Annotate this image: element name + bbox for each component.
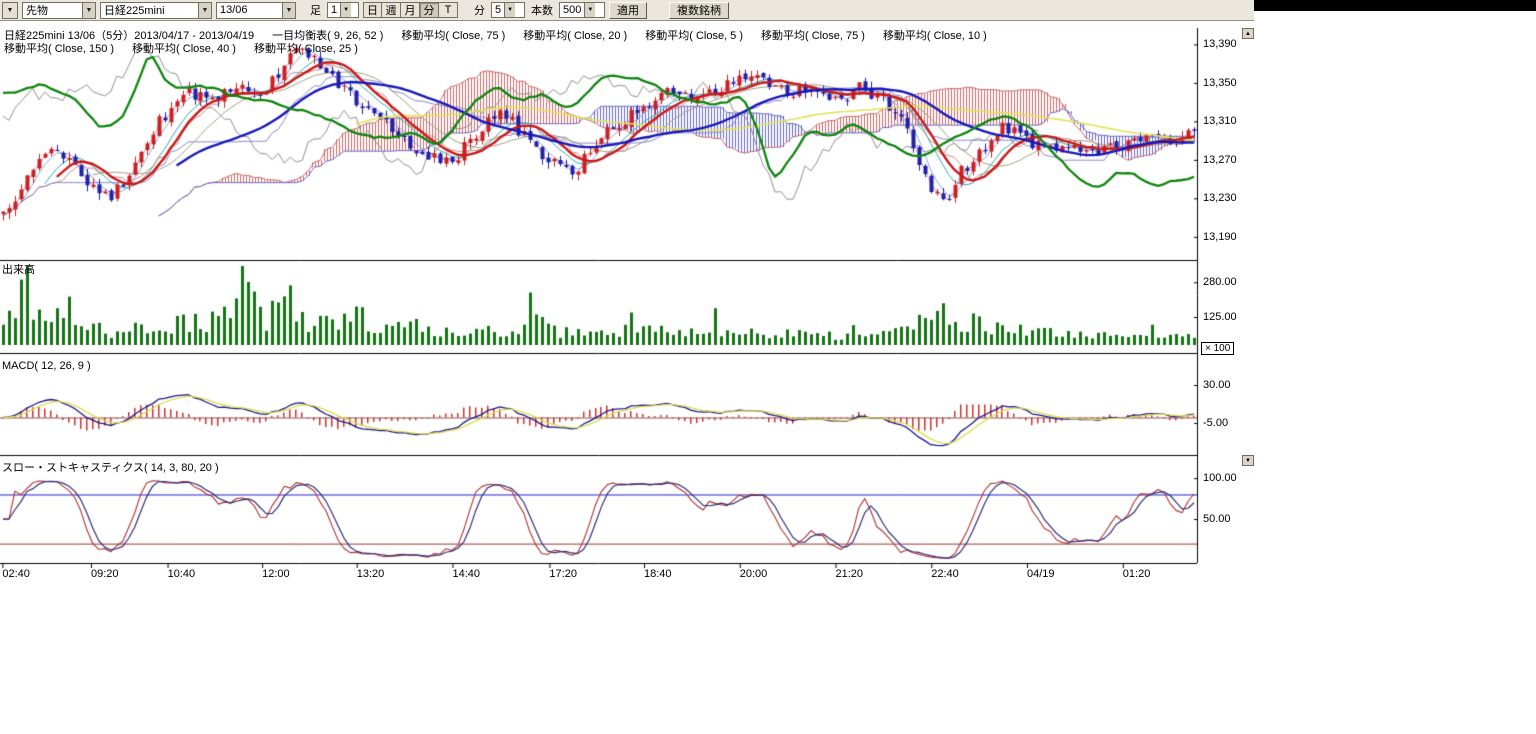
price-axis-label: 13,390: [1203, 38, 1243, 50]
bar-count-label: 本数: [531, 2, 553, 18]
chart-legend-item: 移動平均( Close, 10 ): [883, 30, 987, 42]
time-axis-label: 13:20: [357, 568, 385, 580]
multi-symbol-button[interactable]: 複数銘柄: [669, 2, 729, 19]
price-axis-label: 13,350: [1203, 77, 1243, 89]
period-button-日[interactable]: 日: [363, 2, 382, 18]
period-button-T[interactable]: T: [439, 2, 458, 18]
instrument-type-select[interactable]: 先物 ▼: [22, 2, 96, 19]
chevron-down-icon: ▼: [198, 3, 211, 18]
macd-panel-label: MACD( 12, 26, 9 ): [2, 360, 91, 372]
scroll-up-button[interactable]: ▲: [1242, 28, 1254, 39]
scroll-down-button[interactable]: ▼: [1242, 455, 1254, 466]
chart-legend-item: 移動平均( Close, 75 ): [401, 30, 505, 42]
time-axis-label: 22:40: [931, 568, 959, 580]
time-axis-label: 01:20: [1123, 568, 1151, 580]
period-button-分[interactable]: 分: [420, 2, 439, 18]
top-right-black-strip: [1254, 0, 1536, 11]
macd-axis-label: 30.00: [1203, 379, 1243, 391]
bar-count-stepper[interactable]: 500▼: [559, 2, 605, 18]
chart-legend-item: 移動平均( Close, 20 ): [523, 30, 627, 42]
price-axis-label: 13,190: [1203, 231, 1243, 243]
chart-legend-item: 移動平均( Close, 75 ): [761, 30, 865, 42]
price-axis-label: 13,230: [1203, 192, 1243, 204]
price-chart-canvas[interactable]: [0, 22, 1200, 592]
volume-panel-label: 出来高: [2, 261, 35, 277]
chart-legend-line2: 移動平均( Close, 150 ) 移動平均( Close, 40 ) 移動平均(…: [4, 40, 376, 56]
scroll-up-icon: ▲: [1245, 31, 1251, 37]
apply-button[interactable]: 適用: [609, 2, 647, 19]
period-button-月[interactable]: 月: [401, 2, 420, 18]
time-axis-label: 02:40: [2, 568, 30, 580]
bar-interval-value: 1: [331, 4, 337, 16]
chevron-down-icon: ▼: [82, 3, 95, 18]
time-axis-label: 09:20: [91, 568, 119, 580]
time-axis-label: 18:40: [644, 568, 672, 580]
stoch-panel-label: スロー・ストキャスティクス( 14, 3, 80, 20 ): [2, 459, 219, 475]
period-button-週[interactable]: 週: [382, 2, 401, 18]
stoch-axis-label: 100.00: [1203, 472, 1243, 484]
time-axis-label: 20:00: [740, 568, 768, 580]
contract-month-value: 13/06: [220, 4, 248, 16]
chevron-down-icon: ▼: [282, 3, 295, 18]
time-axis-label: 14:40: [452, 568, 480, 580]
macd-axis-label: -5.00: [1203, 417, 1243, 429]
chart-legend-item: 移動平均( Close, 25 ): [254, 43, 358, 55]
time-axis-label: 04/19: [1027, 568, 1055, 580]
chart-legend-item: 移動平均( Close, 40 ): [132, 43, 236, 55]
minute-value: 5: [495, 4, 501, 16]
price-axis-label: 13,310: [1203, 115, 1243, 127]
contract-month-select[interactable]: 13/06 ▼: [216, 2, 296, 19]
bar-type-label: 足: [310, 2, 321, 18]
time-axis-label: 17:20: [549, 568, 577, 580]
spinner-arrow-icon: ▼: [584, 3, 595, 17]
time-axis-label: 12:00: [262, 568, 290, 580]
spinner-arrow-icon: ▼: [340, 3, 351, 17]
volume-multiplier-badge: × 100: [1201, 342, 1234, 355]
minute-label: 分: [474, 2, 485, 18]
chart-legend-item: 移動平均( Close, 150 ): [4, 43, 114, 55]
time-axis-label: 10:40: [168, 568, 196, 580]
stoch-axis-label: 50.00: [1203, 513, 1243, 525]
bar-count-value: 500: [563, 4, 581, 16]
scroll-down-icon: ▼: [1245, 458, 1251, 464]
symbol-value: 日経225mini: [104, 2, 165, 18]
bar-interval-stepper[interactable]: 1▼: [327, 2, 359, 18]
toolbar: ▼ 先物▼ 日経225mini▼ 13/06▼ 足 1▼ 日週月分T 分 5▼ …: [0, 0, 1254, 21]
chevron-down-icon: ▼: [3, 3, 17, 18]
symbol-select[interactable]: 日経225mini ▼: [100, 2, 212, 19]
spinner-arrow-icon: ▼: [504, 3, 515, 17]
instrument-type-value: 先物: [26, 2, 48, 18]
minute-stepper[interactable]: 5▼: [491, 2, 525, 18]
time-axis-label: 21:20: [836, 568, 864, 580]
volume-axis-label: 125.00: [1203, 311, 1243, 323]
period-button-group: 日週月分T: [363, 2, 458, 18]
volume-axis-label: 280.00: [1203, 276, 1243, 288]
chart-legend-item: 移動平均( Close, 5 ): [645, 30, 743, 42]
price-axis-label: 13,270: [1203, 154, 1243, 166]
corner-dropdown[interactable]: ▼: [2, 2, 18, 19]
